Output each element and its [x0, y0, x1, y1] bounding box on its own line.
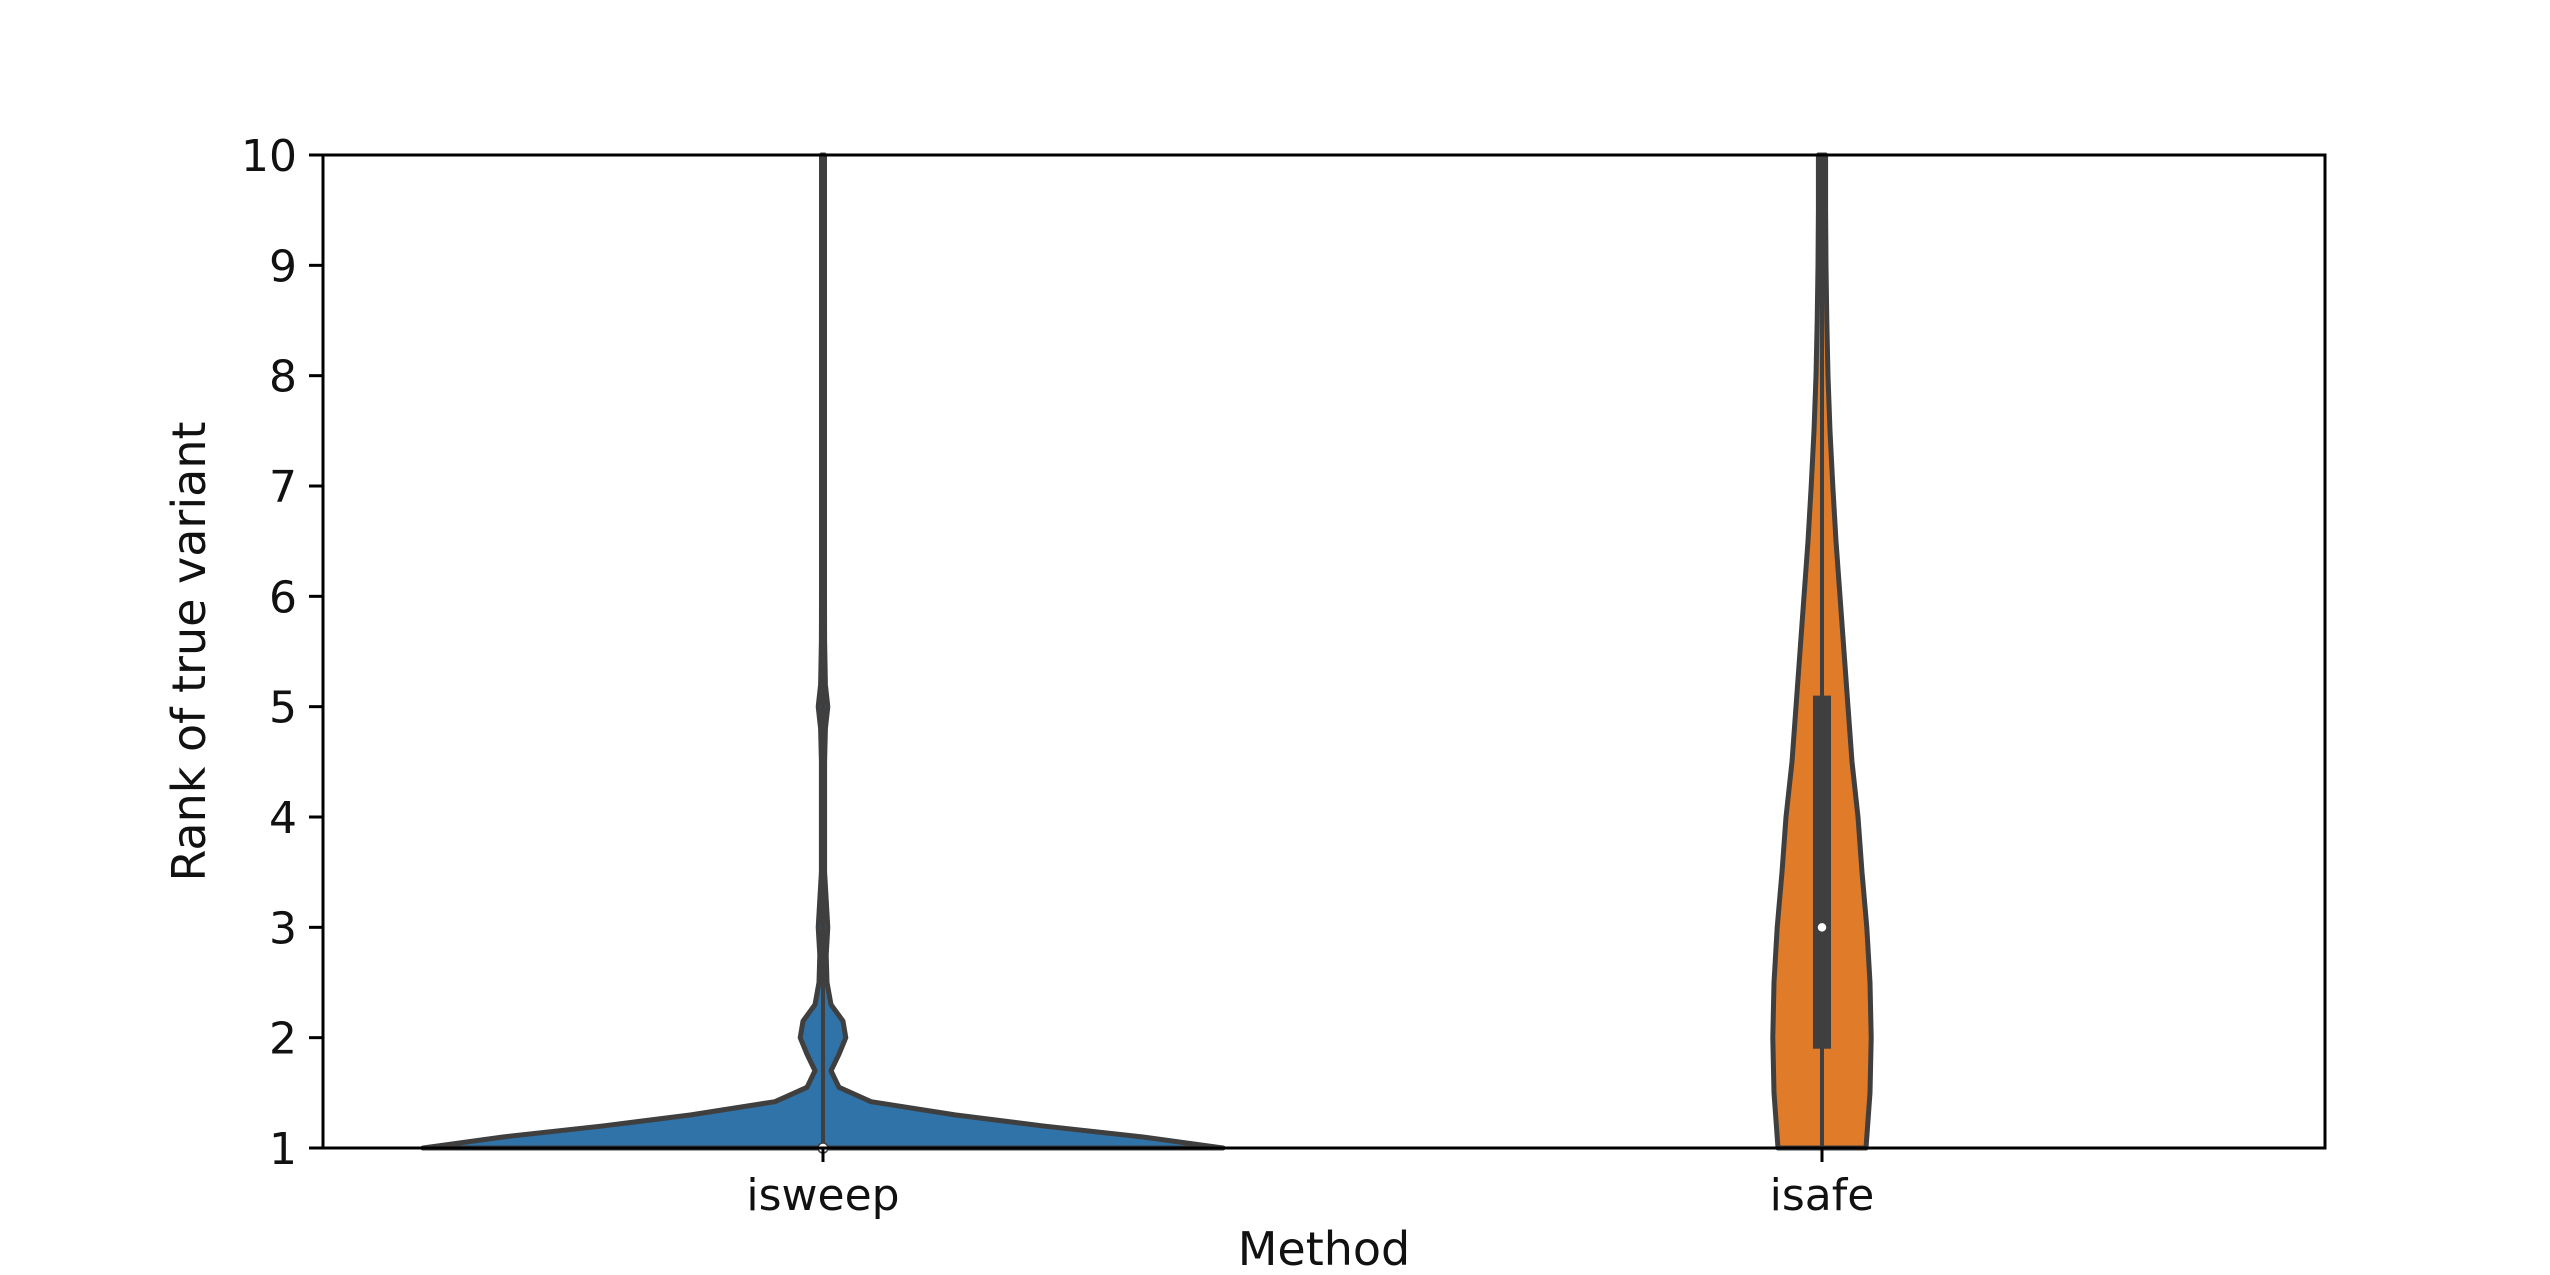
y-tick-label: 9	[269, 241, 297, 292]
y-tick-label: 6	[269, 572, 297, 623]
y-tick-label: 10	[241, 131, 297, 182]
violin-median-isafe	[1816, 921, 1828, 934]
x-tick-label-isweep: isweep	[746, 1170, 899, 1221]
y-tick-label: 8	[269, 352, 297, 403]
violin-isafe	[1770, 152, 1874, 1151]
ticks-layer: 1 2 3 4 5 6 7 8 9 10 isweep isafe	[241, 131, 1874, 1221]
y-axis-label: Rank of true variant	[162, 421, 216, 881]
y-tick-label: 5	[269, 683, 297, 734]
y-tick-label: 7	[269, 462, 297, 513]
y-tick-label: 3	[269, 903, 297, 954]
violin-iqr-box-isafe	[1813, 695, 1831, 1049]
x-axis-label: Method	[1238, 1222, 1411, 1275]
y-tick-label: 1	[269, 1124, 297, 1175]
plot-area-frame	[321, 153, 2327, 1150]
y-tick-label: 2	[269, 1014, 297, 1065]
x-tick-label-isafe: isafe	[1770, 1170, 1875, 1221]
y-tick-label: 4	[269, 793, 297, 844]
